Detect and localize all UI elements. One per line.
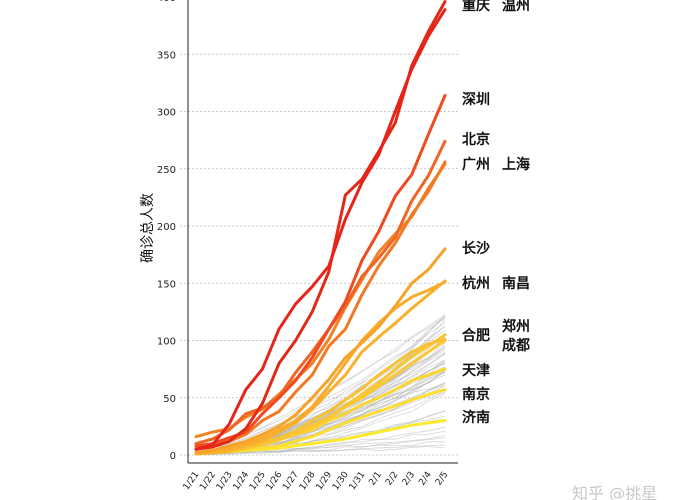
x-tick-label: 1/28	[298, 470, 318, 493]
city-label-济南: 济南	[462, 409, 490, 426]
x-tick-label: 1/23	[215, 470, 235, 492]
y-tick-label: 0	[170, 451, 176, 462]
city-label-重庆: 重庆	[462, 0, 490, 14]
x-tick-label: 1/21	[182, 470, 202, 492]
y-tick-label: 300	[157, 108, 176, 119]
x-tick-label: 1/24	[231, 470, 251, 493]
y-tick-label: 400	[157, 0, 176, 4]
x-tick-label: 1/30	[331, 470, 351, 493]
city-label-郑州: 郑州	[502, 318, 530, 335]
y-tick-label: 350	[157, 50, 176, 61]
city-label-天津: 天津	[462, 362, 490, 379]
y-axis-label: 确诊总人数	[140, 193, 156, 263]
highlight-city-lines	[194, 0, 447, 456]
city-label-合肥: 合肥	[462, 327, 490, 344]
y-tick-label: 250	[157, 165, 176, 176]
city-label-上海: 上海	[502, 156, 530, 173]
series-line-合肥	[194, 337, 447, 456]
background-city-line	[195, 430, 446, 455]
city-label-广州: 广州	[462, 156, 490, 173]
series-line-广州	[194, 160, 447, 449]
city-label-深圳: 深圳	[462, 91, 490, 108]
y-tick-label: 150	[157, 279, 176, 290]
series-line-长沙	[194, 247, 447, 455]
series-line-南昌	[194, 279, 447, 456]
background-city-line	[195, 441, 446, 455]
x-tick-label: 1/31	[348, 470, 368, 492]
x-tick-label: 1/29	[314, 470, 334, 493]
x-tick-label: 2/1	[368, 470, 384, 488]
city-label-长沙: 长沙	[462, 240, 490, 257]
y-tick-label: 200	[157, 222, 176, 233]
city-label-南昌: 南昌	[502, 275, 530, 292]
watermark-text: 知乎 @挑星	[572, 484, 657, 500]
city-label-杭州: 杭州	[462, 275, 490, 292]
city-label-温州: 温州	[502, 0, 530, 14]
city-label-北京: 北京	[462, 131, 490, 148]
x-tick-label: 1/25	[248, 470, 268, 492]
x-tick-label: 2/3	[401, 470, 417, 488]
city-label-成都: 成都	[502, 337, 530, 354]
x-tick-label: 1/22	[198, 470, 218, 492]
y-tick-label: 100	[157, 337, 176, 348]
city-label-南京: 南京	[462, 386, 490, 403]
x-tick-label: 1/26	[265, 470, 285, 493]
series-line-杭州	[194, 280, 447, 455]
x-tick-label: 2/4	[417, 470, 434, 488]
x-tick-label: 2/2	[384, 470, 400, 488]
x-tick-label: 2/5	[434, 470, 450, 488]
x-tick-label: 1/27	[281, 470, 301, 492]
y-tick-label: 50	[163, 394, 176, 405]
series-line-重庆	[194, 8, 447, 451]
